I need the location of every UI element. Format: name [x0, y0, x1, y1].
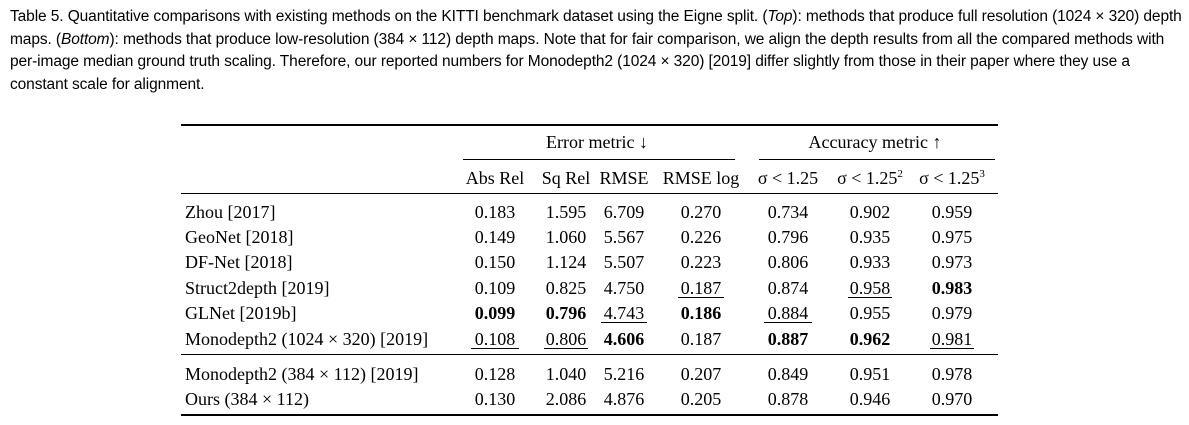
table-cell: 0.981 — [931, 329, 973, 349]
table-cell: 0.186 — [680, 303, 722, 323]
row-method: Monodepth2 (384 × 112) [2019] — [185, 364, 419, 384]
second-best-underline — [544, 348, 588, 349]
column-header: Sq Rel — [541, 168, 591, 188]
column-header-exponent: 2 — [897, 168, 903, 180]
caption-prefix: Table 5. Quantitative comparisons with e… — [10, 8, 768, 25]
top-rule — [181, 124, 998, 126]
column-header-exponent: 3 — [979, 168, 985, 180]
second-best-underline — [764, 322, 812, 323]
column-header: RMSE — [599, 168, 649, 188]
table-cell: 2.086 — [545, 389, 587, 409]
table-cell: 0.806 — [767, 252, 809, 272]
table-cell: 0.935 — [849, 227, 891, 247]
table-cell: 4.606 — [603, 329, 645, 349]
table-cell: 1.124 — [545, 252, 587, 272]
table-cell: 5.216 — [603, 364, 645, 384]
table-cell: 0.207 — [680, 364, 722, 384]
table-cell: 0.955 — [849, 303, 891, 323]
table-cell: 0.108 — [474, 329, 516, 349]
table-cell: 0.734 — [767, 202, 809, 222]
table-cell: 0.796 — [545, 303, 587, 323]
table-cell: 0.128 — [474, 364, 516, 384]
table-cell: 5.567 — [603, 227, 645, 247]
table-cell: 1.040 — [545, 364, 587, 384]
table-cell: 4.750 — [603, 278, 645, 298]
table-cell: 0.099 — [474, 303, 516, 323]
table-cell: 0.849 — [767, 364, 809, 384]
table-cell: 0.874 — [767, 278, 809, 298]
table-cell: 4.743 — [603, 303, 645, 323]
caption-bottom: Bottom — [60, 30, 110, 48]
table-cell: 0.958 — [849, 278, 891, 298]
row-method: Monodepth2 (1024 × 320) [2019] — [185, 329, 429, 349]
table-cell: 1.060 — [545, 227, 587, 247]
table-cell: 0.223 — [680, 252, 722, 272]
second-best-underline — [601, 322, 647, 323]
caption-mid: ): methods that produce full resolution … — [10, 8, 1182, 48]
table-cell: 0.979 — [931, 303, 973, 323]
group-rule — [181, 354, 998, 355]
table-cell: 0.187 — [680, 329, 722, 349]
table-cell: 0.887 — [767, 329, 809, 349]
table-cell: 0.884 — [767, 303, 809, 323]
table-cell: 0.878 — [767, 389, 809, 409]
caption-rest: ): methods that produce low-resolution (… — [10, 30, 1165, 93]
group-header-accuracy-underline — [759, 159, 995, 160]
table-cell: 0.975 — [931, 227, 973, 247]
table-cell: 0.806 — [545, 329, 587, 349]
table-cell: 0.183 — [474, 202, 516, 222]
row-method: GLNet [2019b] — [185, 303, 297, 323]
second-best-underline — [471, 348, 519, 349]
table-cell: 6.709 — [603, 202, 645, 222]
column-header: σ < 1.252 — [837, 168, 903, 188]
caption-top: Top — [767, 8, 793, 25]
second-best-underline — [848, 297, 892, 298]
table-cell: 0.150 — [474, 252, 516, 272]
bottom-rule — [181, 414, 998, 416]
table-cell: 0.825 — [545, 278, 587, 298]
table-cell: 0.959 — [931, 202, 973, 222]
row-method: Struct2depth [2019] — [185, 278, 330, 298]
group-header-error: Error metric ↓ — [546, 132, 648, 152]
table-cell: 0.951 — [849, 364, 891, 384]
table-cell: 4.876 — [603, 389, 645, 409]
table-cell: 0.226 — [680, 227, 722, 247]
table-cell: 0.205 — [680, 389, 722, 409]
column-header: RMSE log — [662, 168, 740, 188]
table-cell: 0.978 — [931, 364, 973, 384]
table-cell: 5.507 — [603, 252, 645, 272]
table-cell: 1.595 — [545, 202, 587, 222]
group-header-error-underline — [463, 159, 735, 160]
table-cell: 0.796 — [767, 227, 809, 247]
table-cell: 0.973 — [931, 252, 973, 272]
table-cell: 0.187 — [680, 278, 722, 298]
column-header: σ < 1.253 — [919, 168, 985, 188]
table-cell: 0.130 — [474, 389, 516, 409]
group-header-accuracy: Accuracy metric ↑ — [808, 132, 942, 152]
table-cell: 0.270 — [680, 202, 722, 222]
table-cell: 0.109 — [474, 278, 516, 298]
table-cell: 0.149 — [474, 227, 516, 247]
table-caption: Table 5. Quantitative comparisons with e… — [10, 6, 1182, 96]
second-best-underline — [678, 297, 724, 298]
table-cell: 0.902 — [849, 202, 891, 222]
second-best-underline — [930, 348, 974, 349]
column-header: σ < 1.25 — [757, 168, 819, 188]
row-method: Ours (384 × 112) — [185, 389, 309, 409]
table-cell: 0.933 — [849, 252, 891, 272]
row-method: Zhou [2017] — [185, 202, 276, 222]
table-cell: 0.983 — [931, 278, 973, 298]
column-header: Abs Rel — [465, 168, 525, 188]
header-rule — [181, 193, 998, 194]
table-cell: 0.970 — [931, 389, 973, 409]
table-cell: 0.946 — [849, 389, 891, 409]
row-method: DF-Net [2018] — [185, 252, 293, 272]
table-cell: 0.962 — [849, 329, 891, 349]
row-method: GeoNet [2018] — [185, 227, 294, 247]
